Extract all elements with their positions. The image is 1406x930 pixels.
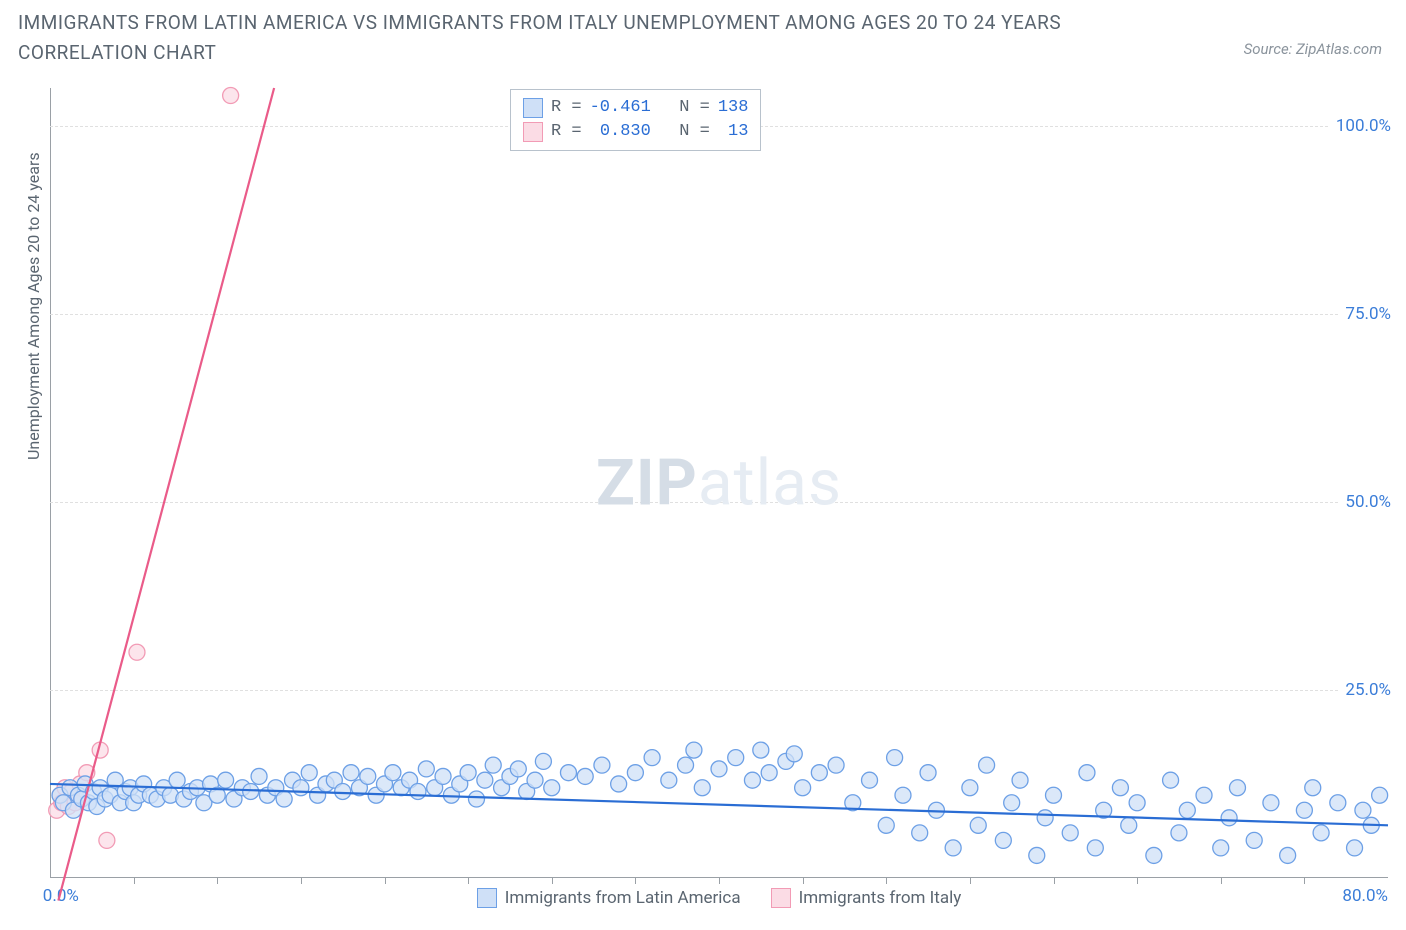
- chart-svg: [50, 88, 1388, 878]
- legend-n-label: N =: [659, 96, 710, 120]
- legend-n-label: N =: [659, 120, 710, 144]
- legend-r-label: R =: [551, 96, 582, 120]
- legend-italy-r: 0.830: [590, 120, 651, 144]
- legend-italy-label: Immigrants from Italy: [799, 888, 962, 908]
- swatch-latin-icon: [477, 888, 497, 908]
- series-legend: Immigrants from Latin America Immigrants…: [50, 888, 1388, 908]
- legend-bottom-latin: Immigrants from Latin America: [477, 888, 741, 908]
- chart-source: Source: ZipAtlas.com: [1244, 40, 1382, 58]
- legend-row-latin: R = -0.461 N = 138: [523, 96, 748, 120]
- legend-latin-label: Immigrants from Latin America: [505, 888, 741, 908]
- swatch-italy-icon: [771, 888, 791, 908]
- legend-italy-n: 13: [718, 120, 749, 144]
- correlation-legend: R = -0.461 N = 138 R = 0.830 N = 13: [510, 89, 761, 151]
- y-axis-title: Unemployment Among Ages 20 to 24 years: [24, 152, 43, 460]
- legend-row-italy: R = 0.830 N = 13: [523, 120, 748, 144]
- plot-area: 25.0%50.0%75.0%100.0% 0.0% 80.0% ZIPatla…: [50, 88, 1388, 878]
- swatch-latin-icon: [523, 98, 543, 118]
- legend-latin-n: 138: [718, 96, 749, 120]
- chart-title: IMMIGRANTS FROM LATIN AMERICA VS IMMIGRA…: [18, 8, 1168, 69]
- legend-r-label: R =: [551, 120, 582, 144]
- swatch-italy-icon: [523, 122, 543, 142]
- legend-bottom-italy: Immigrants from Italy: [771, 888, 962, 908]
- legend-latin-r: -0.461: [590, 96, 651, 120]
